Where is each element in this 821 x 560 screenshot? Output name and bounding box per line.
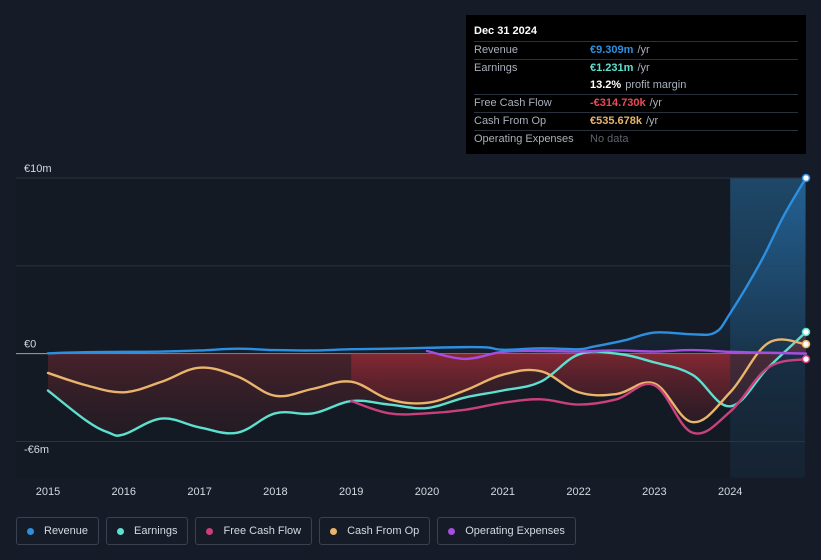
cash-from-op-line <box>46 338 808 424</box>
tooltip-row-label: Free Cash Flow <box>474 97 552 109</box>
x-tick-label: 2022 <box>566 486 590 498</box>
revenue-area <box>48 178 806 354</box>
legend-label: Earnings <box>134 525 178 537</box>
tooltip-row: Earnings €1.231m/yr <box>474 59 798 77</box>
legend-dot-icon <box>330 527 338 535</box>
tooltip-row-unit: /yr <box>646 115 659 127</box>
earnings-line <box>46 330 808 437</box>
revenue-line <box>46 176 808 355</box>
free-cash-flow-line <box>350 357 808 435</box>
tooltip-row: 13.2% profit margin <box>474 77 798 94</box>
operating-expenses-line <box>425 348 808 361</box>
tooltip-date: Dec 31 2024 <box>474 25 537 37</box>
tooltip-row-value: €9.309m <box>590 44 634 56</box>
tooltip-row-value: -€314.730k <box>590 97 646 109</box>
tooltip-row-label: Earnings <box>474 62 518 74</box>
tooltip-row-value: €1.231m <box>590 62 634 74</box>
revenue-end-dot <box>801 173 811 183</box>
tooltip-row-unit: /yr <box>649 97 662 109</box>
tooltip-row: Revenue €9.309m/yr <box>474 41 798 59</box>
tooltip-row-label: Revenue <box>474 44 519 56</box>
x-tick-label: 2017 <box>187 486 211 498</box>
tooltip-row-label <box>474 77 590 94</box>
legend-dot-icon <box>206 527 214 535</box>
legend-dot-icon <box>117 527 125 535</box>
y-tick-label: €0 <box>24 339 36 351</box>
tooltip-row-value: 13.2% <box>590 79 622 91</box>
tooltip-row-unit: /yr <box>637 62 650 74</box>
x-tick-label: 2016 <box>112 486 136 498</box>
tooltip-row-unit: /yr <box>637 44 650 56</box>
legend-item[interactable]: Revenue <box>16 517 100 545</box>
legend-label: Free Cash Flow <box>223 525 302 537</box>
earnings-end-dot <box>801 327 811 337</box>
tooltip-panel: Dec 31 2024 Revenue €9.309m/yr Earnings €1.… <box>466 15 806 154</box>
legend-dot-icon <box>448 527 456 535</box>
tooltip-row-value: No data <box>590 133 629 145</box>
legend-item[interactable]: Cash From Op <box>319 517 431 545</box>
legend: Revenue Earnings Free Cash Flow Cash From O… <box>16 517 576 545</box>
y-tick-label: €10m <box>24 163 52 175</box>
tooltip-row-value: €535.678k <box>590 115 642 127</box>
tooltip-row-label: Operating Expenses <box>474 133 574 145</box>
x-tick-label: 2015 <box>36 486 60 498</box>
legend-label: Cash From Op <box>347 525 420 537</box>
legend-label: Revenue <box>44 525 89 537</box>
tooltip-row: Operating Expenses No data <box>474 130 798 148</box>
legend-dot-icon <box>27 527 34 535</box>
x-tick-label: 2018 <box>263 486 287 498</box>
x-tick-label: 2020 <box>415 486 439 498</box>
legend-label: Operating Expenses <box>465 525 565 537</box>
cash-from-op-end-dot <box>801 339 811 349</box>
plot-background <box>16 178 805 478</box>
tooltip-row: Cash From Op €535.678k/yr <box>474 112 798 130</box>
x-tick-label: 2019 <box>339 486 363 498</box>
x-tick-label: 2024 <box>718 486 742 498</box>
legend-item[interactable]: Earnings <box>106 517 189 545</box>
legend-item[interactable]: Free Cash Flow <box>195 517 313 545</box>
x-tick-label: 2021 <box>491 486 515 498</box>
legend-item[interactable]: Operating Expenses <box>437 517 576 545</box>
tooltip-row-label: Cash From Op <box>474 115 547 127</box>
y-tick-label: -€6m <box>24 444 49 456</box>
free-cash-flow-end-dot <box>801 354 811 364</box>
tooltip-row: Free Cash Flow -€314.730k/yr <box>474 94 798 112</box>
x-tick-label: 2023 <box>642 486 666 498</box>
tooltip-row-unit: profit margin <box>625 79 687 91</box>
cash-from-op-area <box>351 353 731 423</box>
